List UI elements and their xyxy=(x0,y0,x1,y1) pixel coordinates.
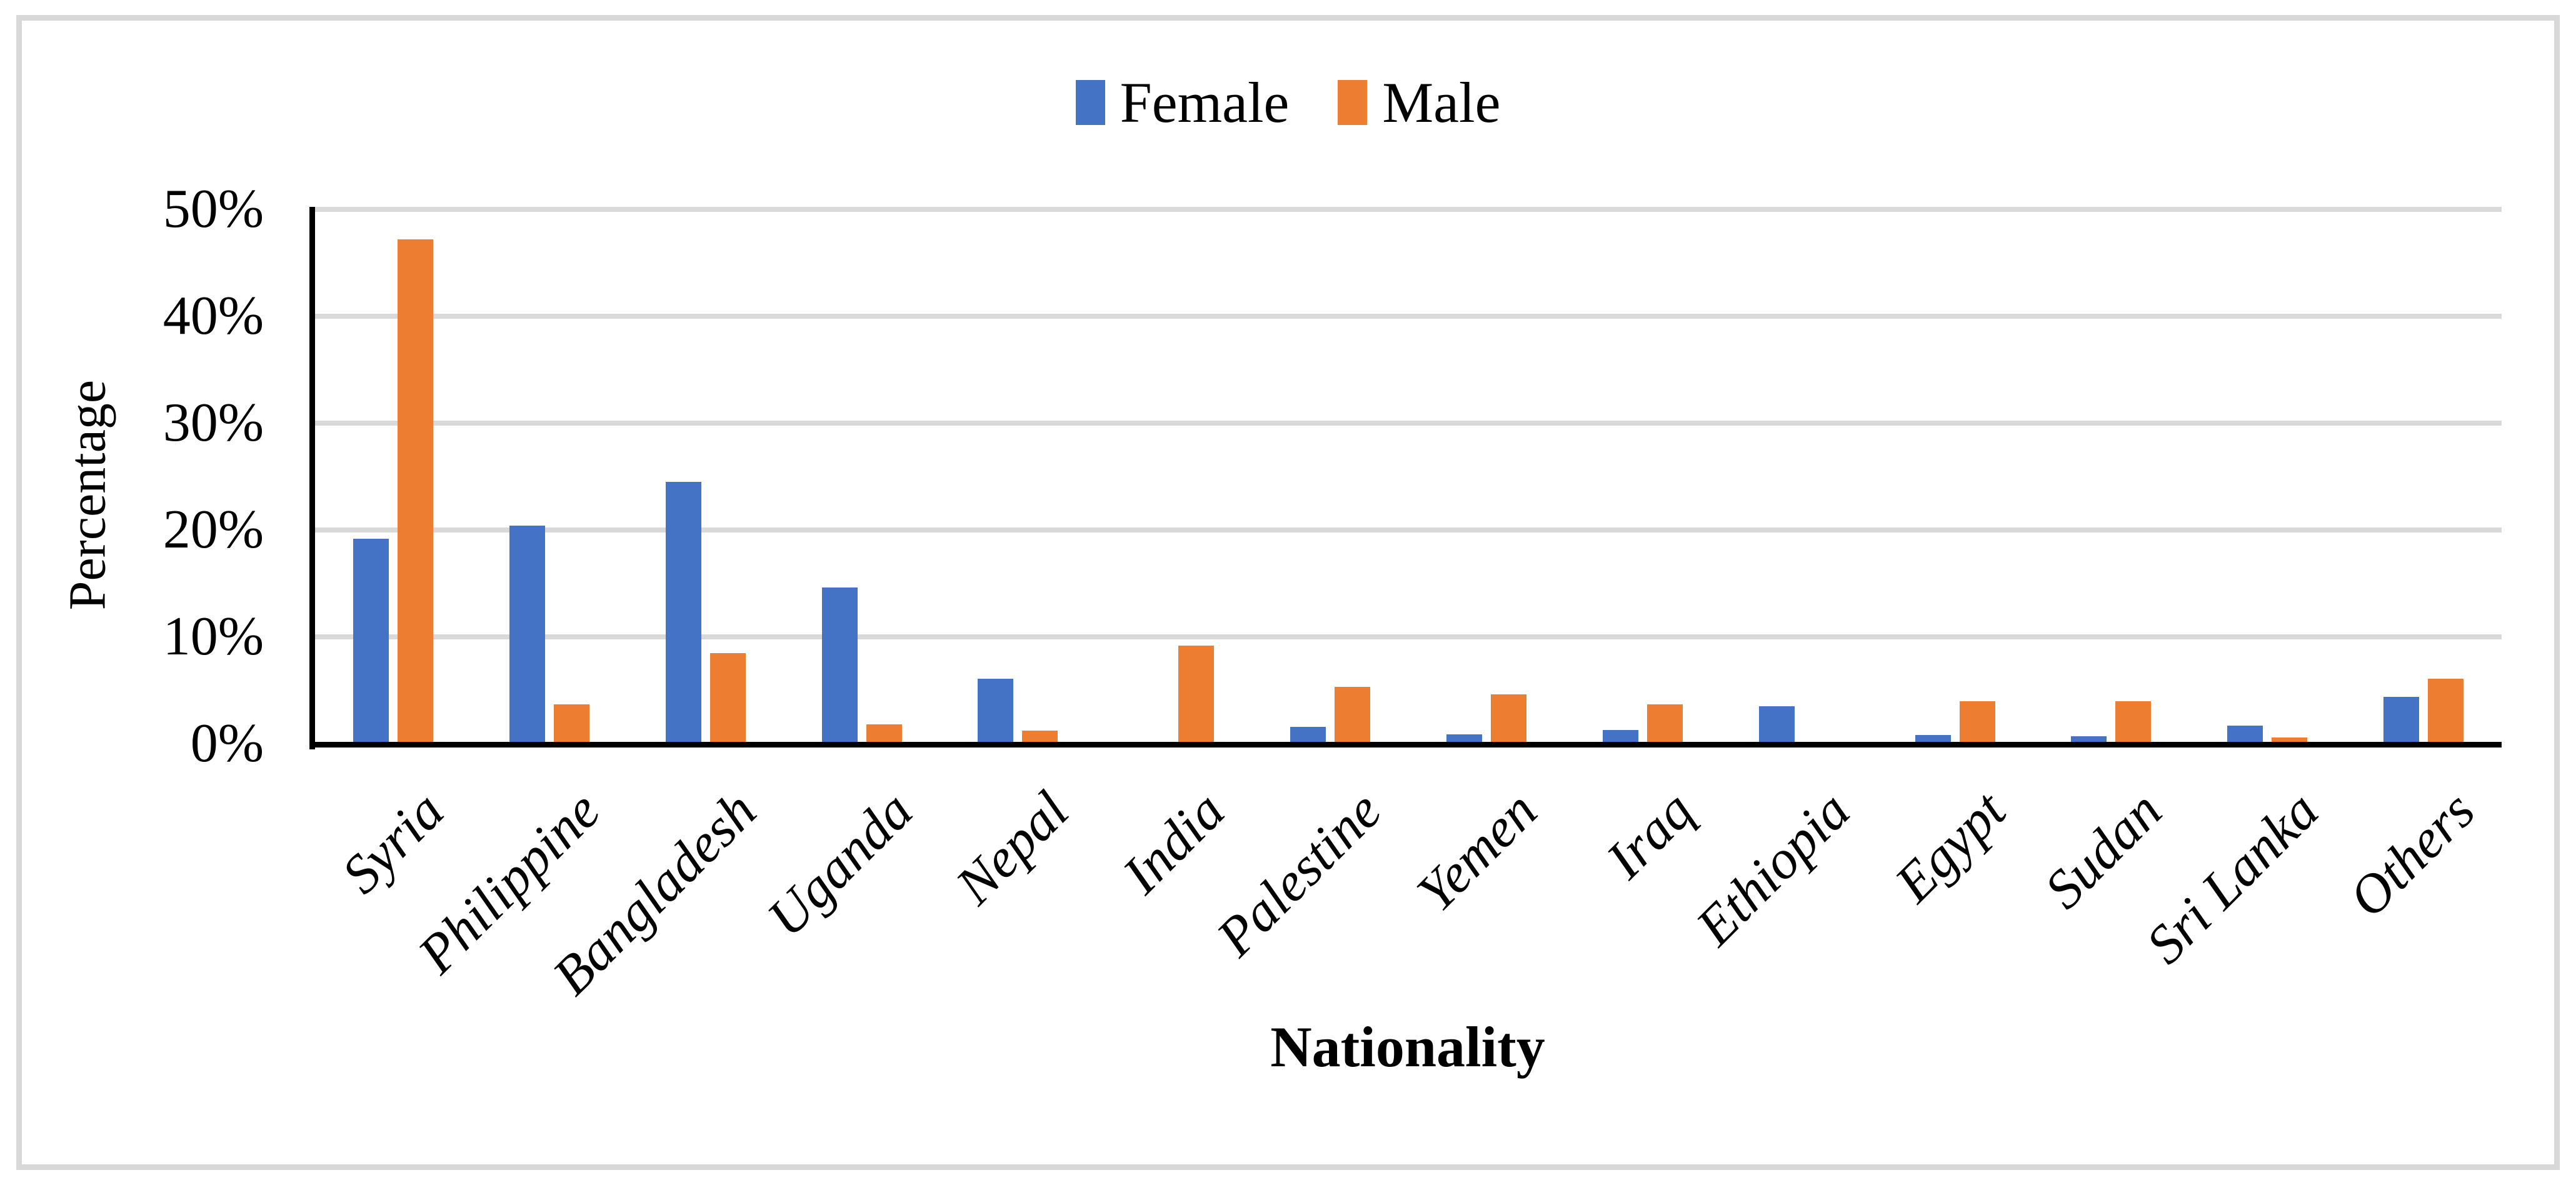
bar-groups xyxy=(315,209,2502,744)
bar-group-syria xyxy=(315,209,471,744)
bar-group-ethiopia xyxy=(1721,209,1877,744)
male-bar-bangladesh xyxy=(709,652,746,744)
male-bar-uganda xyxy=(866,724,902,744)
male-bar-iraq xyxy=(1646,704,1683,744)
female-bar-yemen xyxy=(1446,734,1482,744)
legend-swatch-male xyxy=(1338,80,1368,125)
legend-swatch-female xyxy=(1075,80,1105,125)
legend-item-female: Female xyxy=(1075,71,1290,134)
male-bar-palestine xyxy=(1335,687,1371,744)
male-bar-sri-lanka xyxy=(2272,737,2308,744)
female-bar-iraq xyxy=(1602,729,1638,744)
y-tick-label: 20% xyxy=(163,499,264,560)
bar-group-palestine xyxy=(1252,209,1408,744)
bar-group-nepal xyxy=(940,209,1096,744)
chart-border xyxy=(16,15,2560,1170)
female-bar-bangladesh xyxy=(665,482,701,744)
female-bar-ethiopia xyxy=(1758,706,1795,744)
y-tick-label: 10% xyxy=(163,606,264,667)
bar-group-others xyxy=(2345,209,2502,744)
legend-item-male: Male xyxy=(1338,74,1500,131)
female-bar-others xyxy=(2383,696,2420,744)
chart-legend: Female Male xyxy=(0,74,2576,131)
legend-label-female: Female xyxy=(1120,71,1290,134)
female-bar-sudan xyxy=(2071,736,2107,744)
y-tick-label: 40% xyxy=(163,286,264,346)
bar-group-egypt xyxy=(1877,209,2033,744)
gridline xyxy=(315,207,2502,212)
male-bar-yemen xyxy=(1490,694,1526,744)
bar-group-sri-lanka xyxy=(2189,209,2345,744)
y-axis-line xyxy=(309,207,315,749)
bar-group-philippine xyxy=(471,209,628,744)
gridline xyxy=(315,421,2502,426)
female-bar-egypt xyxy=(1915,735,1951,744)
male-bar-nepal xyxy=(1022,731,1058,744)
x-axis-line xyxy=(309,742,2502,748)
legend-label-male: Male xyxy=(1382,71,1501,134)
bar-group-uganda xyxy=(784,209,940,744)
bar-group-bangladesh xyxy=(628,209,784,744)
y-tick-label: 30% xyxy=(163,392,264,453)
gridline xyxy=(315,528,2502,532)
y-tick-label: 50% xyxy=(163,179,264,239)
y-tick-label: 0% xyxy=(190,713,264,774)
female-bar-philippine xyxy=(509,526,545,744)
plot-area xyxy=(315,207,2502,744)
female-bar-sri-lanka xyxy=(2227,725,2263,744)
bar-group-iraq xyxy=(1565,209,1721,744)
female-bar-uganda xyxy=(821,588,858,744)
x-axis-title: Nationality xyxy=(1270,1015,1545,1079)
bar-group-sudan xyxy=(2033,209,2189,744)
bar-group-yemen xyxy=(1408,209,1565,744)
bar-group-india xyxy=(1096,209,1252,744)
male-bar-philippine xyxy=(553,704,589,744)
female-bar-syria xyxy=(353,538,389,744)
male-bar-egypt xyxy=(1959,701,1995,744)
male-bar-syria xyxy=(397,239,433,744)
female-bar-nepal xyxy=(978,678,1014,744)
gridline xyxy=(315,634,2502,639)
female-bar-palestine xyxy=(1290,726,1326,744)
male-bar-india xyxy=(1178,645,1215,744)
gridline xyxy=(315,314,2502,319)
male-bar-sudan xyxy=(2115,701,2152,744)
male-bar-others xyxy=(2428,678,2464,744)
